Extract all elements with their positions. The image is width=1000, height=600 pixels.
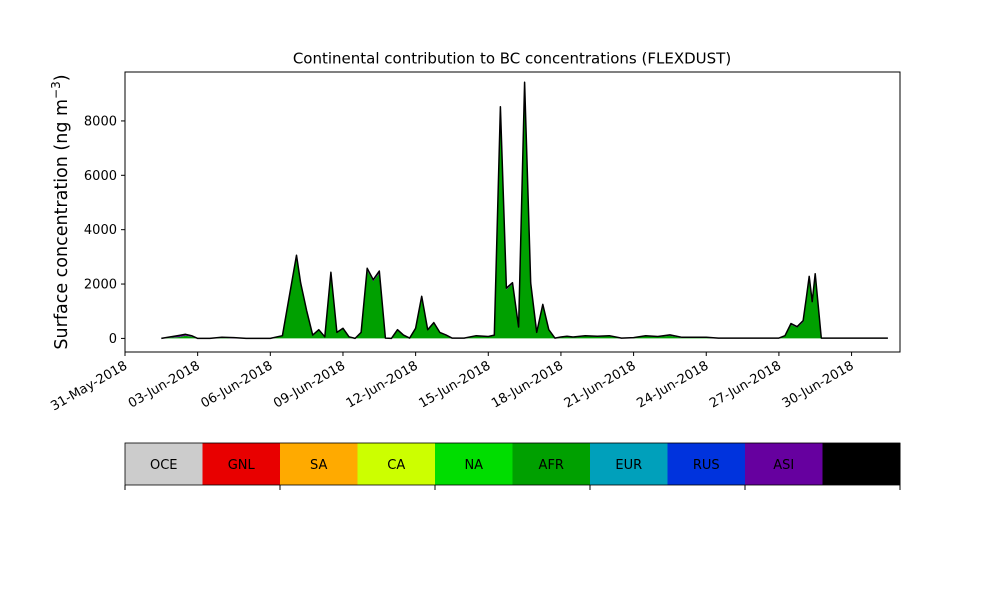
legend-label-rus: RUS	[693, 458, 720, 473]
legend-swatch-oce	[125, 443, 203, 485]
x-tick-label: 12-Jun-2018	[344, 358, 421, 411]
plot-area	[161, 81, 888, 340]
legend-swatch-sa	[280, 443, 358, 485]
legend-colorbar: OCE GNL SA CA NA AFR EUR RUS ASI AUS	[124, 442, 901, 490]
y-axis-label-superscript: −3	[49, 81, 63, 99]
chart-title: Continental contribution to BC concentra…	[293, 50, 731, 68]
x-tick-label: 21-Jun-2018	[562, 358, 639, 411]
legend-label-na: NA	[464, 458, 483, 473]
y-tick-label: 0	[109, 332, 117, 347]
x-tick-label: 03-Jun-2018	[126, 358, 203, 411]
x-tick-label: 06-Jun-2018	[198, 358, 275, 411]
y-tick-label: 6000	[84, 169, 117, 184]
y-tick-label: 4000	[84, 223, 117, 238]
legend-label-ca: CA	[387, 458, 405, 473]
legend-swatch-na	[435, 443, 513, 485]
legend-label-eur: EUR	[615, 458, 642, 473]
x-axis: 31-May-201803-Jun-201806-Jun-201809-Jun-…	[48, 352, 857, 414]
x-tick-label: 24-Jun-2018	[634, 358, 711, 411]
legend-swatch-aus	[822, 443, 901, 485]
y-axis-label: Surface concentration (ng m−3)	[49, 74, 72, 349]
legend-frame	[124, 442, 901, 486]
legend-swatch-eur	[590, 443, 668, 485]
x-tick-label: 30-Jun-2018	[780, 358, 857, 411]
legend-label-aus: AUS	[848, 458, 875, 473]
legend-swatch-afr	[512, 443, 591, 485]
legend-swatch-gnl	[202, 443, 281, 485]
total-outline-line	[161, 81, 888, 340]
legend-swatch-rus	[667, 443, 746, 485]
plot-frame	[124, 71, 901, 353]
legend-label-asi: ASI	[773, 458, 794, 473]
x-tick-label: 27-Jun-2018	[707, 358, 784, 411]
x-tick-label: 31-May-2018	[48, 358, 130, 414]
legend-swatch-asi	[745, 443, 823, 485]
y-axis-label-main: Surface concentration (ng m	[52, 99, 72, 350]
y-axis-label-close: )	[52, 74, 72, 81]
y-tick-label: 2000	[84, 278, 117, 293]
legend-label-afr: AFR	[539, 458, 564, 473]
x-tick-label: 09-Jun-2018	[271, 358, 348, 411]
legend-label-gnl: GNL	[228, 458, 256, 473]
legend-label-sa: SA	[310, 458, 327, 473]
x-tick-label: 15-Jun-2018	[416, 358, 493, 411]
y-tick-label: 8000	[84, 114, 117, 129]
area-series-afr	[161, 85, 888, 339]
x-tick-label: 18-Jun-2018	[489, 358, 566, 411]
y-axis: 0 2000 4000 6000 8000	[84, 114, 125, 347]
legend-swatch-ca	[357, 443, 436, 485]
legend-label-oce: OCE	[150, 458, 178, 473]
